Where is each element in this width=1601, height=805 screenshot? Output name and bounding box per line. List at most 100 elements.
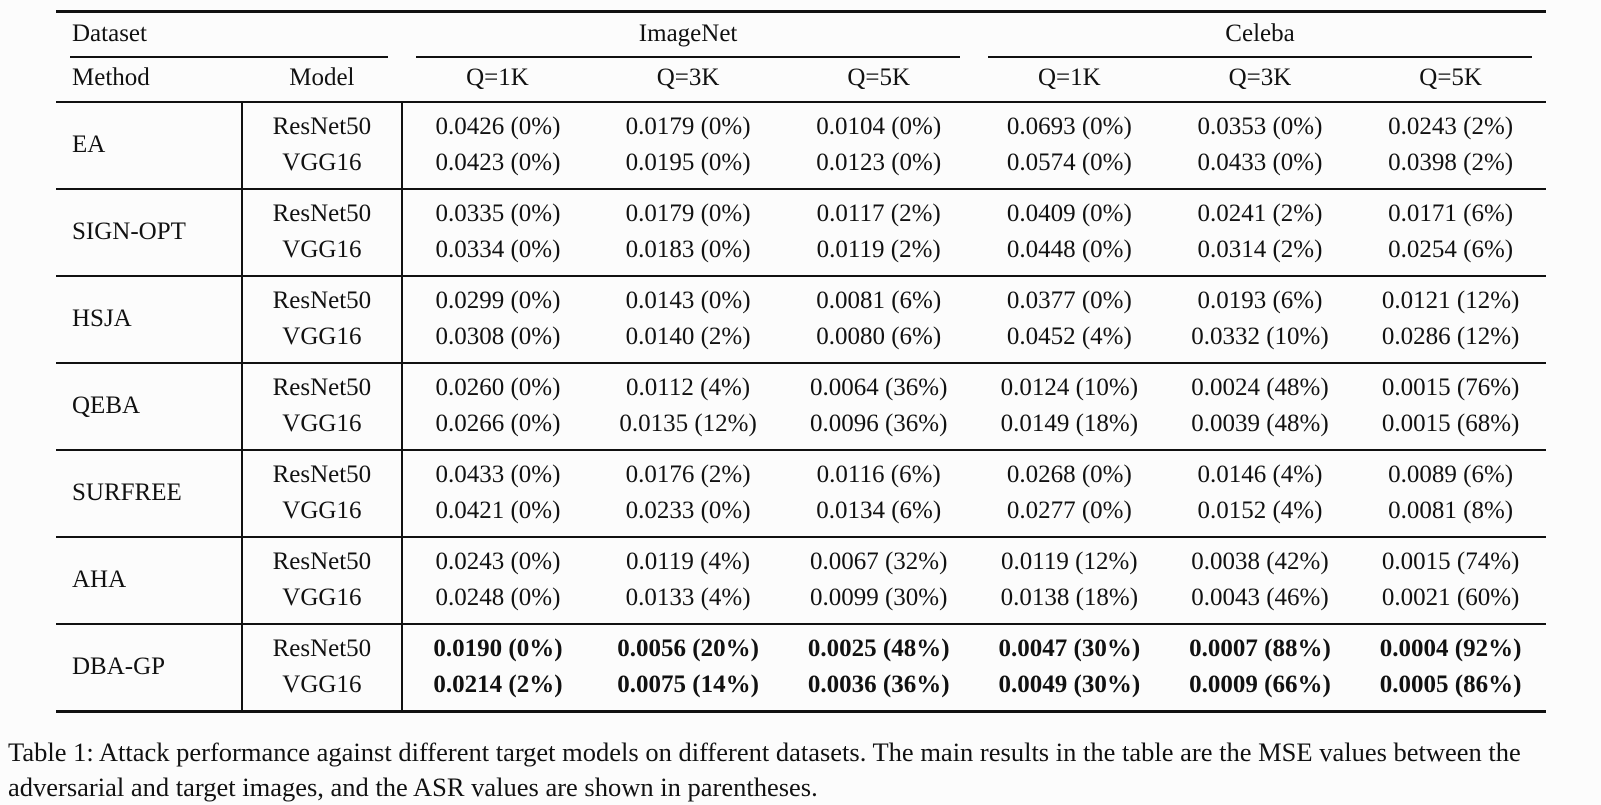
mse-asr-value: 0.0015 (76%): [1355, 362, 1546, 406]
table-row: VGG16 0.0423 (0%) 0.0195 (0%) 0.0123 (0%…: [56, 145, 1546, 189]
column-header-row: Method Model Q=1K Q=3K Q=5K Q=1K Q=3K Q=…: [56, 58, 1546, 103]
mse-asr-value: 0.0149 (18%): [1000, 410, 1139, 437]
model-label: ResNet50: [241, 449, 404, 493]
mse-asr-value: 0.0433 (0%): [402, 449, 593, 493]
table-row: QEBA ResNet50 0.0260 (0%) 0.0112 (4%) 0.…: [56, 362, 1546, 450]
celeba-q5k-header: Q=5K: [1355, 58, 1546, 103]
mse-asr-value: 0.0005 (86%): [1379, 671, 1522, 698]
mse-asr-value: 0.0064 (36%): [783, 362, 975, 406]
mse-asr-value: 0.0190 (0%): [402, 623, 593, 667]
mse-asr-value: 0.0039 (48%): [1191, 410, 1329, 437]
table-row: VGG16 0.0266 (0%) 0.0135 (12%) 0.0096 (3…: [56, 406, 1546, 450]
mse-asr-value: 0.0248 (0%): [435, 584, 561, 611]
method-group-ea: EA ResNet50 0.0426 (0%) 0.0179 (0%) 0.01…: [56, 101, 1546, 189]
mse-asr-value: 0.0007 (88%): [1164, 623, 1356, 667]
mse-asr-value: 0.0195 (0%): [625, 149, 751, 176]
mse-asr-value: 0.0335 (0%): [402, 188, 593, 232]
model-label: ResNet50: [241, 275, 404, 319]
mse-asr-value: 0.0081 (8%): [1388, 497, 1514, 524]
model-label: VGG16: [241, 406, 404, 450]
mse-asr-value: 0.0025 (48%): [783, 623, 975, 667]
model-label: VGG16: [241, 319, 404, 363]
mse-asr-value: 0.0266 (0%): [435, 410, 561, 437]
celeba-q1k-header: Q=1K: [974, 58, 1165, 103]
table-row: EA ResNet50 0.0426 (0%) 0.0179 (0%) 0.01…: [56, 101, 1546, 189]
method-label: DBA-GP: [56, 623, 243, 712]
imagenet-q5k-header: Q=5K: [783, 58, 975, 103]
mse-asr-value: 0.0243 (2%): [1355, 101, 1546, 145]
method-label: SURFREE: [56, 449, 243, 537]
mse-asr-value: 0.0334 (0%): [435, 236, 561, 263]
model-label: VGG16: [241, 580, 404, 624]
mse-asr-value: 0.0143 (0%): [592, 275, 784, 319]
mse-asr-value: 0.0119 (2%): [816, 236, 941, 263]
imagenet-q1k-header: Q=1K: [402, 58, 593, 103]
mse-asr-value: 0.0353 (0%): [1164, 101, 1356, 145]
table-row: HSJA ResNet50 0.0299 (0%) 0.0143 (0%) 0.…: [56, 275, 1546, 363]
method-label: EA: [56, 101, 243, 189]
mse-asr-value: 0.0119 (12%): [974, 536, 1165, 580]
model-label: VGG16: [241, 232, 404, 276]
mse-asr-value: 0.0009 (66%): [1189, 671, 1331, 698]
mse-asr-value: 0.0214 (2%): [433, 671, 563, 698]
dataset-header-cell: Dataset: [56, 12, 402, 58]
mse-asr-value: 0.0036 (36%): [807, 671, 950, 698]
table-caption: Table 1: Attack performance against diff…: [8, 737, 1521, 802]
model-label: ResNet50: [241, 623, 404, 667]
model-label: VGG16: [241, 493, 404, 537]
mse-asr-value: 0.0243 (0%): [402, 536, 593, 580]
dataset-header-row: Dataset ImageNet Celeba: [56, 12, 1546, 58]
mse-asr-value: 0.0049 (30%): [998, 671, 1141, 698]
mse-asr-value: 0.0452 (4%): [1006, 323, 1132, 350]
mse-asr-value: 0.0096 (36%): [809, 410, 948, 437]
mse-asr-value: 0.0574 (0%): [1006, 149, 1132, 176]
table-row: VGG16 0.0334 (0%) 0.0183 (0%) 0.0119 (2%…: [56, 232, 1546, 276]
mse-asr-value: 0.0409 (0%): [974, 188, 1165, 232]
mse-asr-value: 0.0448 (0%): [1006, 236, 1132, 263]
mse-asr-value: 0.0693 (0%): [974, 101, 1165, 145]
mse-asr-value: 0.0133 (4%): [625, 584, 751, 611]
mse-asr-value: 0.0081 (6%): [783, 275, 975, 319]
mse-asr-value: 0.0146 (4%): [1164, 449, 1356, 493]
mse-asr-value: 0.0056 (20%): [592, 623, 784, 667]
mse-asr-value: 0.0015 (74%): [1355, 536, 1546, 580]
table-row: VGG16 0.0308 (0%) 0.0140 (2%) 0.0080 (6%…: [56, 319, 1546, 363]
table-row: AHA ResNet50 0.0243 (0%) 0.0119 (4%) 0.0…: [56, 536, 1546, 624]
mse-asr-value: 0.0021 (60%): [1381, 584, 1520, 611]
mse-asr-value: 0.0193 (6%): [1164, 275, 1356, 319]
mse-asr-value: 0.0152 (4%): [1197, 497, 1323, 524]
mse-asr-value: 0.0104 (0%): [783, 101, 975, 145]
dataset-label: Dataset: [70, 13, 389, 58]
mse-asr-value: 0.0233 (0%): [625, 497, 751, 524]
mse-asr-value: 0.0067 (32%): [783, 536, 975, 580]
mse-asr-value: 0.0024 (48%): [1164, 362, 1356, 406]
imagenet-label: ImageNet: [416, 13, 961, 58]
mse-asr-value: 0.0377 (0%): [974, 275, 1165, 319]
method-label: QEBA: [56, 362, 243, 450]
mse-asr-value: 0.0116 (6%): [783, 449, 975, 493]
mse-asr-value: 0.0421 (0%): [435, 497, 561, 524]
table-row: VGG16 0.0421 (0%) 0.0233 (0%) 0.0134 (6%…: [56, 493, 1546, 537]
mse-asr-value: 0.0121 (12%): [1355, 275, 1546, 319]
mse-asr-value: 0.0119 (4%): [592, 536, 784, 580]
mse-asr-value: 0.0176 (2%): [592, 449, 784, 493]
mse-asr-value: 0.0179 (0%): [592, 188, 784, 232]
mse-asr-value: 0.0043 (46%): [1191, 584, 1329, 611]
mse-asr-value: 0.0241 (2%): [1164, 188, 1356, 232]
mse-asr-value: 0.0080 (6%): [816, 323, 942, 350]
method-group-hsja: HSJA ResNet50 0.0299 (0%) 0.0143 (0%) 0.…: [56, 275, 1546, 363]
method-label: SIGN-OPT: [56, 188, 243, 276]
method-label: AHA: [56, 536, 243, 624]
mse-asr-value: 0.0004 (92%): [1355, 623, 1546, 667]
mse-asr-value: 0.0140 (2%): [625, 323, 751, 350]
method-label: HSJA: [56, 275, 243, 363]
mse-asr-value: 0.0179 (0%): [592, 101, 784, 145]
imagenet-header-cell: ImageNet: [402, 12, 974, 58]
mse-asr-value: 0.0134 (6%): [816, 497, 942, 524]
mse-asr-value: 0.0015 (68%): [1381, 410, 1520, 437]
mse-asr-value: 0.0183 (0%): [625, 236, 751, 263]
mse-asr-value: 0.0138 (18%): [1000, 584, 1139, 611]
celeba-label: Celeba: [988, 13, 1532, 58]
method-group-surfree: SURFREE ResNet50 0.0433 (0%) 0.0176 (2%)…: [56, 449, 1546, 537]
model-label: ResNet50: [241, 536, 404, 580]
